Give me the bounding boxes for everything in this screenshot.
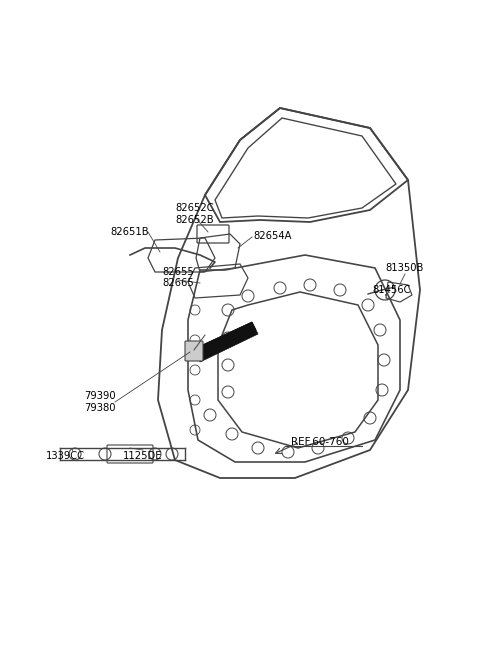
Text: 82654A: 82654A (253, 231, 291, 241)
Text: 1125DE: 1125DE (123, 451, 163, 461)
Text: 1339CC: 1339CC (46, 451, 84, 461)
Text: 81456C: 81456C (373, 285, 411, 295)
Text: 82652C: 82652C (176, 203, 214, 213)
Text: REF.60-760: REF.60-760 (291, 437, 349, 447)
Text: 79380: 79380 (84, 403, 116, 413)
Polygon shape (196, 322, 258, 362)
Text: 82652B: 82652B (176, 215, 214, 225)
Text: 82665: 82665 (162, 278, 194, 288)
FancyBboxPatch shape (185, 341, 203, 361)
Text: 82651B: 82651B (111, 227, 149, 237)
Text: 81350B: 81350B (386, 263, 424, 273)
Text: 79390: 79390 (84, 391, 116, 401)
Polygon shape (192, 322, 256, 358)
Text: 82655: 82655 (162, 267, 194, 277)
